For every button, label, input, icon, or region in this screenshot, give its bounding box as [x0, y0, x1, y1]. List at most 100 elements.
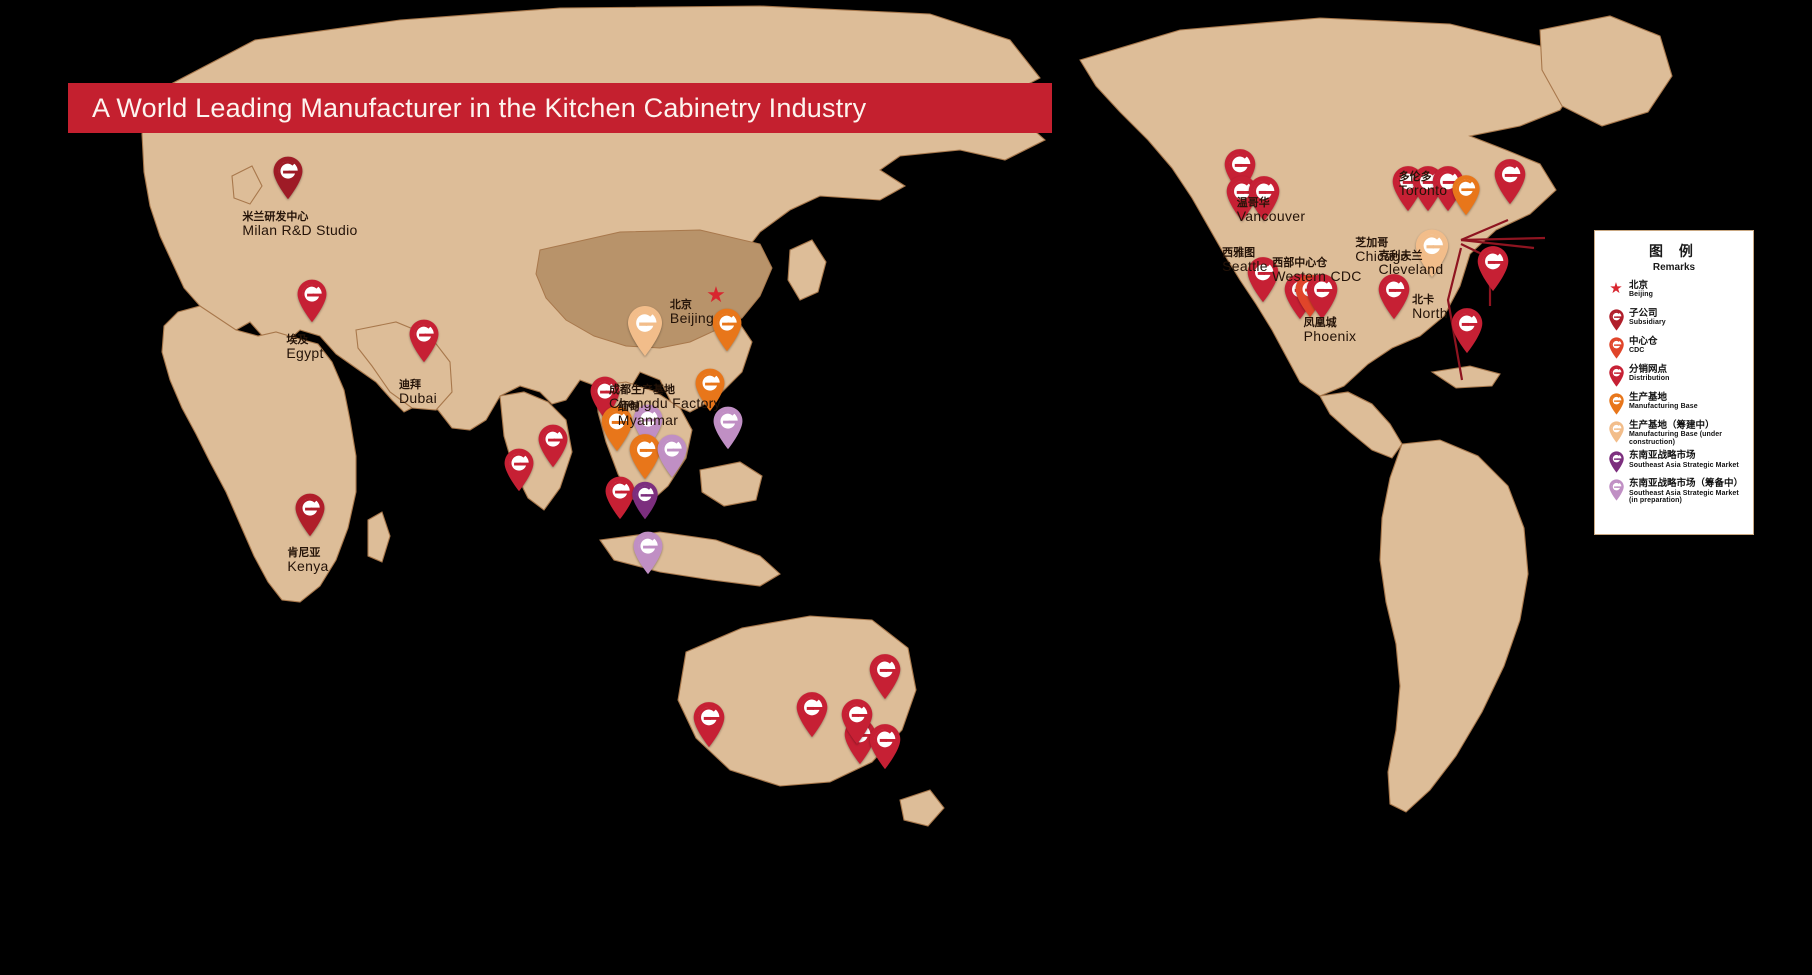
pin-icon	[1603, 392, 1629, 415]
connector-east-1	[1460, 236, 1546, 242]
map-pin-india-west[interactable]	[502, 448, 536, 492]
map-label-en: Phoenix	[1303, 328, 1357, 345]
map-pin-vancouver-3[interactable]	[1246, 175, 1282, 222]
greenland-landmass	[1539, 15, 1673, 127]
legend-item-cdc: 中心仓 CDC	[1603, 336, 1745, 360]
legend-item-cn: 东南亚战略市场（筹备中）	[1629, 478, 1744, 490]
map-label-en: Seattle	[1222, 258, 1268, 275]
map-label-en: Chengdu Factory	[609, 395, 721, 412]
legend-item-en: Manufacturing Base (under construction)	[1629, 431, 1723, 446]
map-pin-egypt[interactable]	[295, 279, 329, 323]
map-pin-vietnam-mkt[interactable]	[655, 434, 689, 478]
legend-rows: ★ 北京 Beijing 子公司 Subsidiary 中心仓 CDC 分销网点 Distrib…	[1603, 280, 1745, 505]
map-label-cn: 西部中心仓	[1272, 257, 1328, 269]
map-pin-carolina[interactable]	[1413, 229, 1451, 278]
legend-item-southeast-asia-strategic-market-in-preparation-: 东南亚战略市场（筹备中） Southeast Asia Strategic Mar…	[1603, 478, 1745, 504]
map-label-en: Vancouver	[1236, 208, 1306, 225]
map-pin-indonesia[interactable]	[631, 531, 665, 575]
map-label-kenya: 肯尼亚 Kenya	[287, 547, 328, 573]
map-pin-melbourne[interactable]	[867, 723, 903, 770]
map-pin-atlantic[interactable]	[1475, 245, 1511, 292]
map-label-cn: 多伦多	[1398, 171, 1432, 183]
map-label-en: Myanmar	[617, 412, 679, 429]
connector-lines	[1446, 218, 1546, 381]
map-label-western-cdc: 西部中心仓 Western CDC	[1272, 257, 1362, 285]
map-pin-thai-mfg[interactable]	[599, 405, 635, 452]
map-label-cn: 芝加哥	[1355, 237, 1389, 249]
map-pin-vietnam-mfg[interactable]	[627, 433, 663, 480]
legend-item-en: Southeast Asia Strategic Market (in prep…	[1629, 489, 1739, 505]
legend-item-cn: 生产基地（筹建中）	[1629, 420, 1715, 431]
legend-item-manufacturing-base-under-construction-: 生产基地（筹建中） Manufacturing Base (under const…	[1603, 420, 1745, 446]
map-label-cn: 缅甸	[617, 401, 640, 413]
map-label-en: North	[1412, 305, 1448, 322]
map-pin-shanghai[interactable]	[710, 308, 744, 352]
map-label-cn: 埃及	[286, 334, 309, 346]
legend-item-cn: 生产基地	[1629, 392, 1668, 403]
map-label-en: Dubai	[398, 390, 438, 407]
map-pin-philippines[interactable]	[711, 406, 745, 450]
map-label-cn: 凤凰城	[1303, 317, 1337, 329]
map-pin-perth[interactable]	[691, 701, 727, 748]
legend-item-distribution: 分销网点 Distribution	[1603, 364, 1745, 388]
map-label-en: Milan R&D Studio	[242, 222, 358, 239]
map-label-vancouver: 温哥华 Vancouver	[1236, 197, 1306, 225]
map-label-en: Toronto	[1398, 182, 1448, 199]
map-pin-cleveland-2[interactable]	[1450, 174, 1482, 216]
map-label-en: Cleveland	[1378, 261, 1444, 278]
british-isles	[231, 165, 263, 205]
map-label-en: Egypt	[286, 345, 324, 362]
legend-title-cn: 图 例	[1649, 243, 1699, 259]
map-pin-dubai[interactable]	[407, 319, 441, 363]
legend-item-en: Subsidiary	[1629, 319, 1666, 327]
map-label-cn: 米兰研发中心	[242, 211, 309, 223]
map-pin-malaysia[interactable]	[603, 476, 637, 520]
map-label-en: Western CDC	[1272, 268, 1362, 285]
pin-icon	[1603, 478, 1629, 502]
map-pin-milan[interactable]	[271, 156, 305, 200]
map-label-phoenix: 凤凰城 Phoenix	[1303, 317, 1357, 345]
legend-title: 图 例 Remarks	[1603, 241, 1745, 273]
map-label-cn: 西雅图	[1222, 247, 1256, 259]
south-america-landmass	[1379, 439, 1529, 813]
map-pin-newyork[interactable]	[1492, 158, 1528, 205]
map-label-cn: 北卡	[1412, 294, 1435, 306]
title-banner: A World Leading Manufacturer in the Kitc…	[68, 83, 1052, 133]
map-label-cn: 肯尼亚	[287, 547, 321, 559]
map-pin-texas[interactable]	[1376, 273, 1412, 320]
map-pin-caribbean[interactable]	[1449, 307, 1485, 354]
map-label-milan-r-d-studio: 米兰研发中心 Milan R&D Studio	[242, 211, 358, 239]
map-pin-kenya[interactable]	[293, 493, 327, 537]
map-pin-guangzhou[interactable]	[693, 368, 727, 412]
legend-item-cn: 分销网点	[1629, 364, 1668, 375]
legend-title-en: Remarks	[1652, 262, 1696, 273]
legend-item-cn: 北京	[1629, 280, 1649, 291]
map-pin-adelaide[interactable]	[839, 698, 875, 745]
map-label-cn: 北京	[669, 299, 692, 311]
map-pin-india-south[interactable]	[536, 424, 570, 468]
map-pin-darwin[interactable]	[794, 691, 830, 738]
connector-newyork	[1460, 218, 1509, 242]
legend-item-southeast-asia-strategic-market: 东南亚战略市场 Southeast Asia Strategic Market	[1603, 450, 1745, 474]
map-label-seattle: 西雅图 Seattle	[1222, 247, 1268, 275]
pin-icon	[1603, 308, 1629, 331]
map-pin-singapore[interactable]	[630, 481, 660, 520]
map-pin-chengdu[interactable]	[625, 305, 665, 357]
pin-icon	[1603, 450, 1629, 474]
map-label-cn: 克利夫兰	[1378, 250, 1423, 262]
map-label-beijing: 北京 Beijing	[669, 299, 714, 325]
map-label-cn: 成都生产基地	[609, 384, 676, 396]
legend-item-en: Manufacturing Base	[1629, 403, 1698, 411]
map-label-north: 北卡 North	[1412, 294, 1448, 322]
pin-icon	[1603, 364, 1629, 387]
legend-item-en: Distribution	[1629, 375, 1670, 383]
map-pin-seattle[interactable]	[1245, 256, 1281, 303]
map-pin-brisbane[interactable]	[867, 653, 903, 700]
beijing-star-icon: ★	[706, 282, 726, 307]
map-label-myanmar: 缅甸 Myanmar	[617, 401, 679, 429]
caribbean-islands	[1430, 365, 1501, 389]
map-label-en: Chicago	[1355, 248, 1409, 265]
legend-panel: 图 例 Remarks ★ 北京 Beijing 子公司 Subsidiary 中心仓 CD…	[1594, 230, 1754, 535]
map-pin-westcdc-3[interactable]	[1304, 273, 1340, 320]
